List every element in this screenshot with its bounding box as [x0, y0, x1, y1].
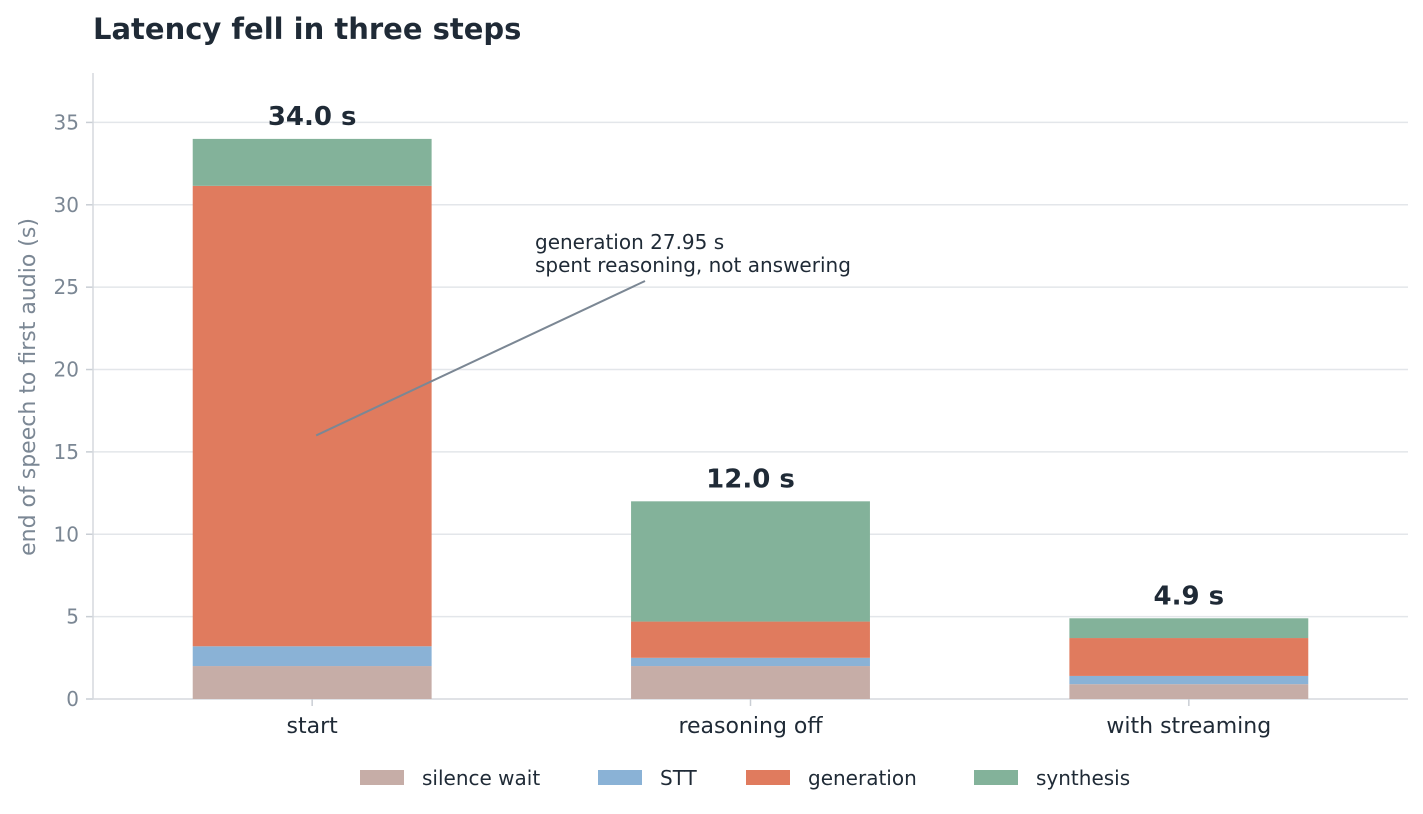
bar-with-streaming-synthesis: [1069, 618, 1309, 639]
bar-start-synthesis: [192, 138, 432, 186]
y-tick-label-15: 15: [54, 440, 79, 464]
annotation-line-1: generation 27.95 s: [535, 230, 724, 254]
bar-reasoning-off-silence-wait: [631, 666, 870, 699]
bar-start-stt: [192, 646, 432, 667]
bar-with-streaming-silence-wait: [1069, 684, 1309, 699]
legend-swatch-stt: [598, 770, 642, 785]
y-tick-label-5: 5: [66, 605, 79, 629]
y-tick-label-20: 20: [54, 358, 79, 382]
bars: [192, 138, 1309, 699]
y-tick-label-25: 25: [54, 275, 79, 299]
annotation-leader-line: [315, 280, 646, 437]
x-axis: start reasoning off with streaming: [287, 699, 1271, 739]
legend-label-silence-wait: silence wait: [422, 766, 540, 790]
total-labels: 34.0 s 12.0 s 4.9 s: [268, 102, 1224, 611]
legend-label-generation: generation: [808, 766, 917, 790]
legend-label-synthesis: synthesis: [1036, 766, 1130, 790]
legend-swatch-generation: [746, 770, 790, 785]
x-tick-label-reasoning-off: reasoning off: [678, 714, 823, 739]
legend-label-stt: STT: [660, 766, 698, 790]
y-tick-label-30: 30: [54, 193, 79, 217]
bar-reasoning-off-synthesis: [631, 501, 870, 622]
total-label-with-streaming: 4.9 s: [1154, 581, 1225, 611]
chart-title: Latency fell in three steps: [93, 12, 521, 46]
bar-with-streaming-stt: [1069, 675, 1309, 685]
legend-swatch-synthesis: [974, 770, 1018, 785]
y-tick-label-35: 35: [54, 110, 79, 134]
y-tick-label-10: 10: [54, 522, 79, 546]
total-label-reasoning-off: 12.0 s: [706, 464, 795, 494]
bar-reasoning-off-generation: [631, 621, 870, 658]
total-label-start: 34.0 s: [268, 102, 357, 132]
y-tick-label-0: 0: [66, 687, 79, 711]
bar-reasoning-off-stt: [631, 657, 870, 667]
y-axis-label: end of speech to first audio (s): [16, 218, 41, 556]
annotation: generation 27.95 s spent reasoning, not …: [315, 230, 851, 437]
bar-with-streaming-generation: [1069, 638, 1309, 676]
x-tick-label-start: start: [287, 714, 339, 739]
annotation-line-2: spent reasoning, not answering: [535, 253, 851, 277]
legend: silence wait STT generation synthesis: [360, 766, 1130, 790]
legend-swatch-silence-wait: [360, 770, 404, 785]
bar-start-generation: [192, 185, 432, 647]
bar-start-silence-wait: [192, 666, 432, 699]
x-tick-label-with-streaming: with streaming: [1106, 714, 1271, 739]
